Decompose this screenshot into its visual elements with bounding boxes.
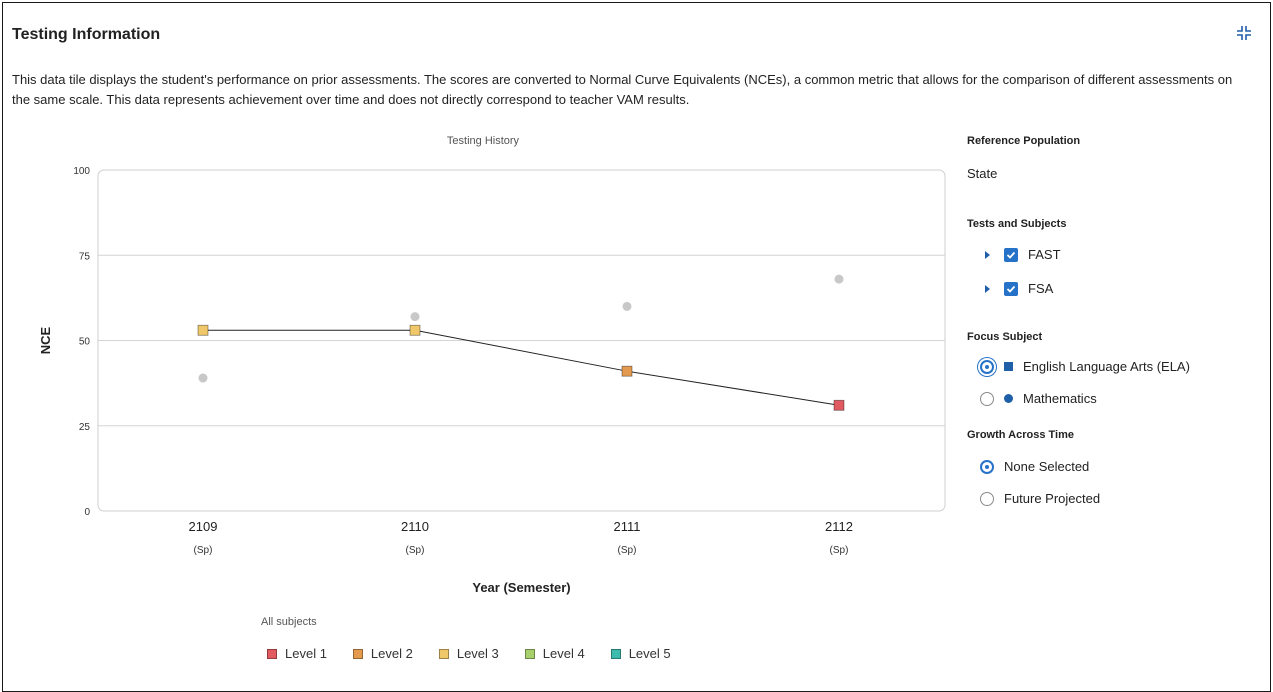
legend-label: Level 5 [628, 646, 671, 661]
ela-data-point [409, 324, 421, 336]
fsa-label: FSA [1028, 281, 1054, 296]
ela-data-point [197, 324, 209, 336]
x-tick-sublabel: (Sp) [830, 545, 849, 556]
growth-across-time-heading: Growth Across Time [967, 429, 1074, 441]
fsa-checkbox[interactable] [1004, 281, 1018, 296]
y-tick-label: 50 [79, 337, 91, 348]
x-tick-sublabel: (Sp) [194, 545, 213, 556]
check-icon [1006, 285, 1016, 293]
square-marker-icon [1004, 362, 1013, 371]
legend-title: All subjects [261, 616, 317, 628]
reference-population-heading: Reference Population [967, 135, 1081, 147]
legend-label: Level 2 [370, 646, 413, 661]
tile-description: This data tile displays the student's pe… [12, 72, 1233, 107]
legend: Level 1 Level 2 Level 3 Level 4 Level 5 [267, 646, 671, 661]
math-data-point [198, 373, 208, 383]
legend-item: Level 4 [524, 646, 585, 661]
focus-subject-ela-option[interactable]: English Language Arts (ELA) [980, 359, 1190, 374]
future-projected-label: Future Projected [1004, 491, 1101, 506]
legend-swatch [352, 648, 363, 659]
ela-radio[interactable] [980, 359, 994, 374]
x-tick-label: 2111 [614, 519, 641, 534]
ela-data-point [621, 365, 633, 377]
ela-series-line [203, 329, 840, 406]
fast-label: FAST [1028, 247, 1061, 262]
math-data-point [834, 274, 844, 284]
expand-caret-icon[interactable] [985, 284, 990, 293]
x-tick-label: 2112 [825, 519, 853, 534]
collapse-icon[interactable] [1236, 25, 1252, 41]
chart-title: Testing History [446, 135, 520, 147]
legend-label: Level 3 [456, 646, 499, 661]
x-tick-label: 2109 [189, 519, 218, 534]
none-selected-label: None Selected [1004, 459, 1090, 474]
legend-item: Level 5 [610, 646, 671, 661]
x-tick-sublabel: (Sp) [618, 545, 637, 556]
legend-item: Level 3 [438, 646, 499, 661]
future-projected-radio[interactable] [980, 491, 994, 506]
circle-marker-icon [1004, 394, 1013, 403]
growth-future-projected-option[interactable]: Future Projected [980, 491, 1100, 506]
math-data-point [622, 301, 632, 311]
legend-label: Level 1 [285, 646, 327, 661]
y-tick-label: 100 [73, 166, 90, 177]
x-axis-label: Year (Semester) [472, 580, 570, 595]
legend-swatch [438, 648, 449, 659]
fast-checkbox[interactable] [1004, 247, 1018, 262]
ela-label: English Language Arts (ELA) [1023, 359, 1190, 374]
math-label: Mathematics [1023, 391, 1097, 406]
none-selected-radio[interactable] [980, 459, 994, 474]
y-axis-label: NCE [38, 326, 53, 354]
legend-item: Level 1 [267, 646, 327, 661]
x-tick-sublabel: (Sp) [406, 545, 425, 556]
y-tick-label: 0 [84, 507, 90, 518]
test-item-fast: FAST [985, 247, 1061, 262]
test-item-fsa: FSA [985, 281, 1053, 296]
x-tick-label: 2110 [401, 519, 429, 534]
reference-population-value: State [967, 166, 998, 181]
growth-none-selected-option[interactable]: None Selected [980, 459, 1089, 474]
tests-and-subjects-heading: Tests and Subjects [967, 218, 1067, 230]
legend-swatch [267, 648, 277, 659]
ela-data-point [833, 399, 845, 411]
focus-subject-math-option[interactable]: Mathematics [980, 391, 1097, 406]
y-tick-label: 25 [79, 422, 91, 433]
y-tick-label: 75 [79, 251, 91, 262]
math-radio[interactable] [980, 391, 994, 406]
legend-item: Level 2 [352, 646, 413, 661]
math-data-point [410, 312, 420, 322]
focus-subject-heading: Focus Subject [967, 331, 1043, 343]
testing-history-chart: 0 25 50 75 100 NCE 2109 (Sp) 2110 (Sp) 2111 (Sp) 211… [38, 166, 946, 595]
legend-swatch [610, 648, 621, 659]
legend-label: Level 4 [542, 646, 585, 661]
expand-caret-icon[interactable] [985, 250, 990, 259]
tile-title: Testing Information [12, 26, 161, 43]
legend-swatch [524, 648, 535, 659]
check-icon [1006, 251, 1016, 259]
